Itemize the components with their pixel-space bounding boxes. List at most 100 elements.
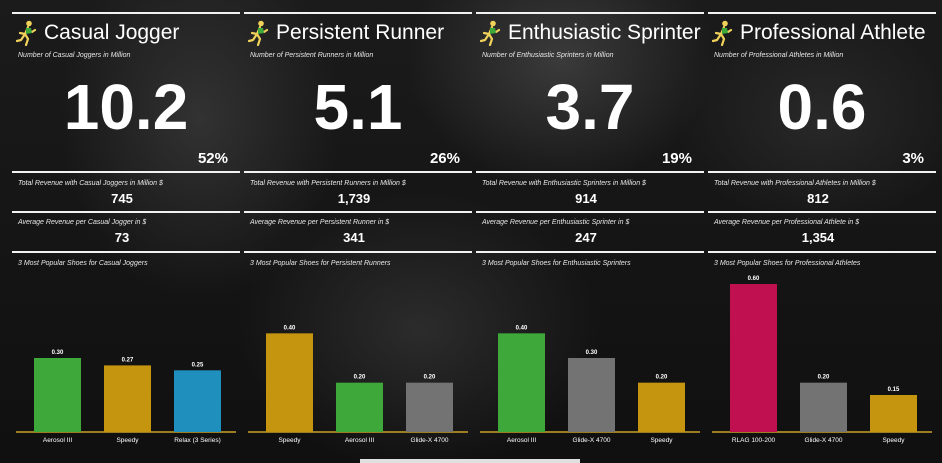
divider <box>244 12 472 14</box>
divider <box>708 171 936 173</box>
count-label: Number of Casual Joggers in Million <box>18 52 131 59</box>
bar-value-label: 0.20 <box>354 375 366 381</box>
panel-header: Professional Athlete <box>712 18 940 48</box>
revenue-value: 745 <box>111 191 133 206</box>
divider <box>12 251 240 253</box>
divider <box>12 171 240 173</box>
bar-value-label: 0.20 <box>818 375 830 381</box>
chart-title: 3 Most Popular Shoes for Casual Joggers <box>18 260 148 267</box>
count-value: 10.2 <box>63 71 189 143</box>
chart-title: 3 Most Popular Shoes for Persistent Runn… <box>250 260 391 267</box>
panel-title: Professional Athlete <box>740 21 926 44</box>
divider <box>708 251 936 253</box>
shoe-bar-chart: 0.40 Speedy 0.20 Aerosol III 0.20 Glide-X 470… <box>248 325 468 444</box>
bar-value-label: 0.60 <box>748 276 760 282</box>
avg-revenue-value: 341 <box>343 230 365 245</box>
bar <box>870 395 917 432</box>
bar <box>498 333 545 432</box>
panel-header: Enthusiastic Sprinter <box>480 18 708 48</box>
bar <box>336 382 383 432</box>
divider <box>476 251 704 253</box>
panel-professional-athlete: Professional Athlete Number of Professio… <box>708 0 936 463</box>
category-label: Relax (3 Series) <box>174 437 221 444</box>
share-percent: 26% <box>429 150 460 167</box>
category-label: Speedy <box>278 437 301 444</box>
bar-value-label: 0.20 <box>424 375 436 381</box>
avg-revenue-value: 247 <box>575 230 597 245</box>
panel-header: Casual Jogger <box>16 18 244 48</box>
bar-value-label: 0.15 <box>888 387 900 393</box>
share-percent: 3% <box>902 150 924 167</box>
bar-value-label: 0.40 <box>516 325 528 331</box>
bar-value-label: 0.20 <box>656 375 668 381</box>
divider <box>244 211 472 213</box>
category-label: Speedy <box>116 437 139 444</box>
panel-title: Casual Jogger <box>44 21 180 44</box>
category-label: Aerosol III <box>345 437 374 444</box>
bar-value-label: 0.40 <box>284 325 296 331</box>
share-percent: 52% <box>197 150 228 167</box>
panel-title: Persistent Runner <box>276 21 445 44</box>
avg-revenue-value: 73 <box>114 230 130 245</box>
divider <box>476 171 704 173</box>
revenue-label: Total Revenue with Professional Athletes… <box>714 180 876 187</box>
panel-casual-jogger: Casual Jogger Number of Casual Joggers i… <box>12 0 240 463</box>
category-label: Aerosol III <box>43 437 72 444</box>
revenue-label: Total Revenue with Persistent Runners in… <box>250 180 406 187</box>
revenue-value: 1,739 <box>337 191 371 206</box>
panel-title: Enthusiastic Sprinter <box>508 21 701 44</box>
bar <box>638 382 685 432</box>
bar <box>266 333 313 432</box>
avg-revenue-label: Average Revenue per Professional Athlete… <box>714 219 860 226</box>
bar-value-label: 0.25 <box>192 362 204 368</box>
avg-revenue-value: 1,354 <box>801 230 835 245</box>
divider <box>476 211 704 213</box>
count-label: Number of Enthusiastic Sprinters in Mill… <box>482 52 614 59</box>
revenue-label: Total Revenue with Enthusiastic Sprinter… <box>482 180 646 187</box>
bar <box>730 284 777 432</box>
bar-value-label: 0.30 <box>586 350 598 356</box>
count-label: Number of Professional Athletes in Milli… <box>714 52 844 59</box>
bar-value-label: 0.30 <box>52 350 64 356</box>
panel-enthusiastic-sprinter: Enthusiastic Sprinter Number of Enthusia… <box>476 0 704 463</box>
category-label: Glide-X 4700 <box>573 437 611 444</box>
revenue-value: 812 <box>807 191 829 206</box>
share-percent: 19% <box>661 150 692 167</box>
shoe-bar-chart: 0.40 Aerosol III 0.30 Glide-X 4700 0.20 Speed… <box>480 325 700 444</box>
count-value: 5.1 <box>313 71 403 143</box>
divider <box>244 171 472 173</box>
bar-value-label: 0.27 <box>122 357 134 363</box>
revenue-value: 914 <box>575 191 597 206</box>
category-label: Speedy <box>650 437 673 444</box>
shoe-bar-chart: 0.30 Aerosol III 0.27 Speedy 0.25 Relax (3 Se… <box>16 350 236 444</box>
avg-revenue-label: Average Revenue per Casual Jogger in $ <box>18 219 147 226</box>
divider <box>12 12 240 14</box>
bar <box>34 358 81 432</box>
category-label: Speedy <box>882 437 905 444</box>
runner-icon <box>712 20 733 46</box>
count-label: Number of Persistent Runners in Million <box>250 52 374 59</box>
panel-persistent-runner: Persistent Runner Number of Persistent R… <box>244 0 472 463</box>
chart-title: 3 Most Popular Shoes for Professional At… <box>714 260 861 267</box>
avg-revenue-label: Average Revenue per Persistent Runner in… <box>250 219 390 226</box>
category-label: Glide-X 4700 <box>411 437 449 444</box>
count-value: 3.7 <box>545 71 635 143</box>
category-label: RLAG 100-200 <box>732 437 776 444</box>
bar <box>406 382 453 432</box>
divider <box>708 211 936 213</box>
divider <box>708 12 936 14</box>
divider <box>476 12 704 14</box>
revenue-label: Total Revenue with Casual Joggers in Mil… <box>18 180 163 187</box>
bar <box>568 358 615 432</box>
scroll-indicator <box>360 459 580 463</box>
category-label: Aerosol III <box>507 437 536 444</box>
bar <box>800 382 847 432</box>
runner-icon <box>16 20 37 46</box>
bar <box>104 365 151 432</box>
shoe-bar-chart: 0.60 RLAG 100-200 0.20 Glide-X 4700 0.15 Spee… <box>712 276 932 444</box>
runner-icon <box>480 20 501 46</box>
bar <box>174 370 221 432</box>
category-label: Glide-X 4700 <box>805 437 843 444</box>
runner-icon <box>248 20 269 46</box>
